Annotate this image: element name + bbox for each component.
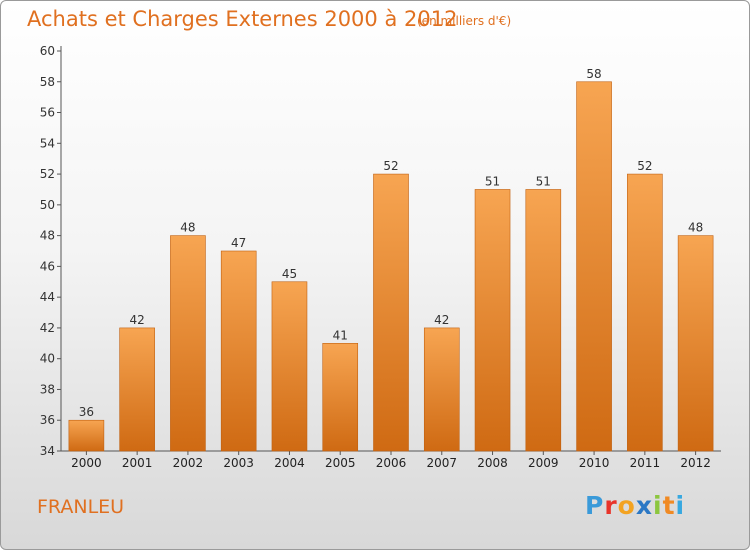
bar-value-label: 45 [282,267,297,281]
bar-value-label: 48 [688,221,703,235]
labels-group: 36 2000 42 2001 48 2002 47 2003 45 2004 41 2005 52 20… [71,67,711,470]
bar-value-label: 36 [79,405,94,419]
bar [677,235,714,452]
x-tick-label: 2008 [477,456,508,470]
y-tick-label: 44 [40,290,55,304]
y-tick-label: 46 [40,259,55,273]
bar [373,173,409,452]
x-tick-label: 2011 [630,456,661,470]
y-tick-label: 36 [40,413,55,427]
y-tick-label: 58 [40,75,55,89]
x-tick-label: 2012 [680,456,711,470]
logo-letter: i [675,491,686,520]
axes: 34 36 38 40 42 44 46 48 50 52 54 56 58 60 [40,44,721,458]
bar-value-label: 51 [485,174,500,188]
logo-letter: o [617,491,636,520]
bar [627,173,663,452]
bar-value-label: 48 [180,221,195,235]
x-tick-label: 2004 [274,456,305,470]
bar [474,189,511,452]
y-tick-label: 54 [40,136,55,150]
bar [271,281,308,452]
bar-value-label: 58 [586,67,601,81]
y-tick-label: 56 [40,106,55,120]
bar [525,189,562,452]
logo-letter: x [635,491,653,520]
bar-value-label: 42 [434,313,449,327]
y-tick-label: 42 [40,321,55,335]
bars-group [68,81,714,452]
x-tick-label: 2010 [579,456,610,470]
bar-value-label: 51 [536,174,551,188]
bar [170,235,206,452]
x-tick-label: 2002 [173,456,204,470]
bar [68,419,105,452]
bar-value-label: 52 [637,159,652,173]
bar-value-label: 52 [383,159,398,173]
proxiti-logo[interactable]: Proxiti [585,491,685,520]
bar [220,250,257,452]
y-tick-label: 40 [40,352,55,366]
logo-letter: i [653,491,663,520]
x-tick-label: 2006 [376,456,407,470]
bar [576,81,612,452]
y-tick-label: 50 [40,198,55,212]
x-tick-label: 2009 [528,456,559,470]
y-tick-label: 52 [40,167,55,181]
chart-subtitle: (en milliers d'€) [417,14,512,28]
x-tick-label: 2000 [71,456,102,470]
chart-title: Achats et Charges Externes 2000 à 2012 [27,7,458,31]
y-tick-label: 60 [40,44,55,58]
x-tick-label: 2003 [223,456,254,470]
y-tick-label: 34 [40,444,55,458]
x-tick-label: 2001 [122,456,153,470]
location-name: FRANLEU [37,496,125,518]
x-tick-label: 2007 [426,456,457,470]
bar-value-label: 42 [130,313,145,327]
y-tick-label: 38 [40,382,55,396]
y-tick-label: 48 [40,229,55,243]
logo-letter: P [585,491,605,520]
bar [423,327,460,452]
bar-value-label: 47 [231,236,246,250]
bar [322,343,359,452]
logo-letter: t [662,491,676,520]
logo-letter: r [604,491,618,520]
x-tick-label: 2005 [325,456,356,470]
bar [119,327,155,452]
bar-value-label: 41 [333,328,348,342]
